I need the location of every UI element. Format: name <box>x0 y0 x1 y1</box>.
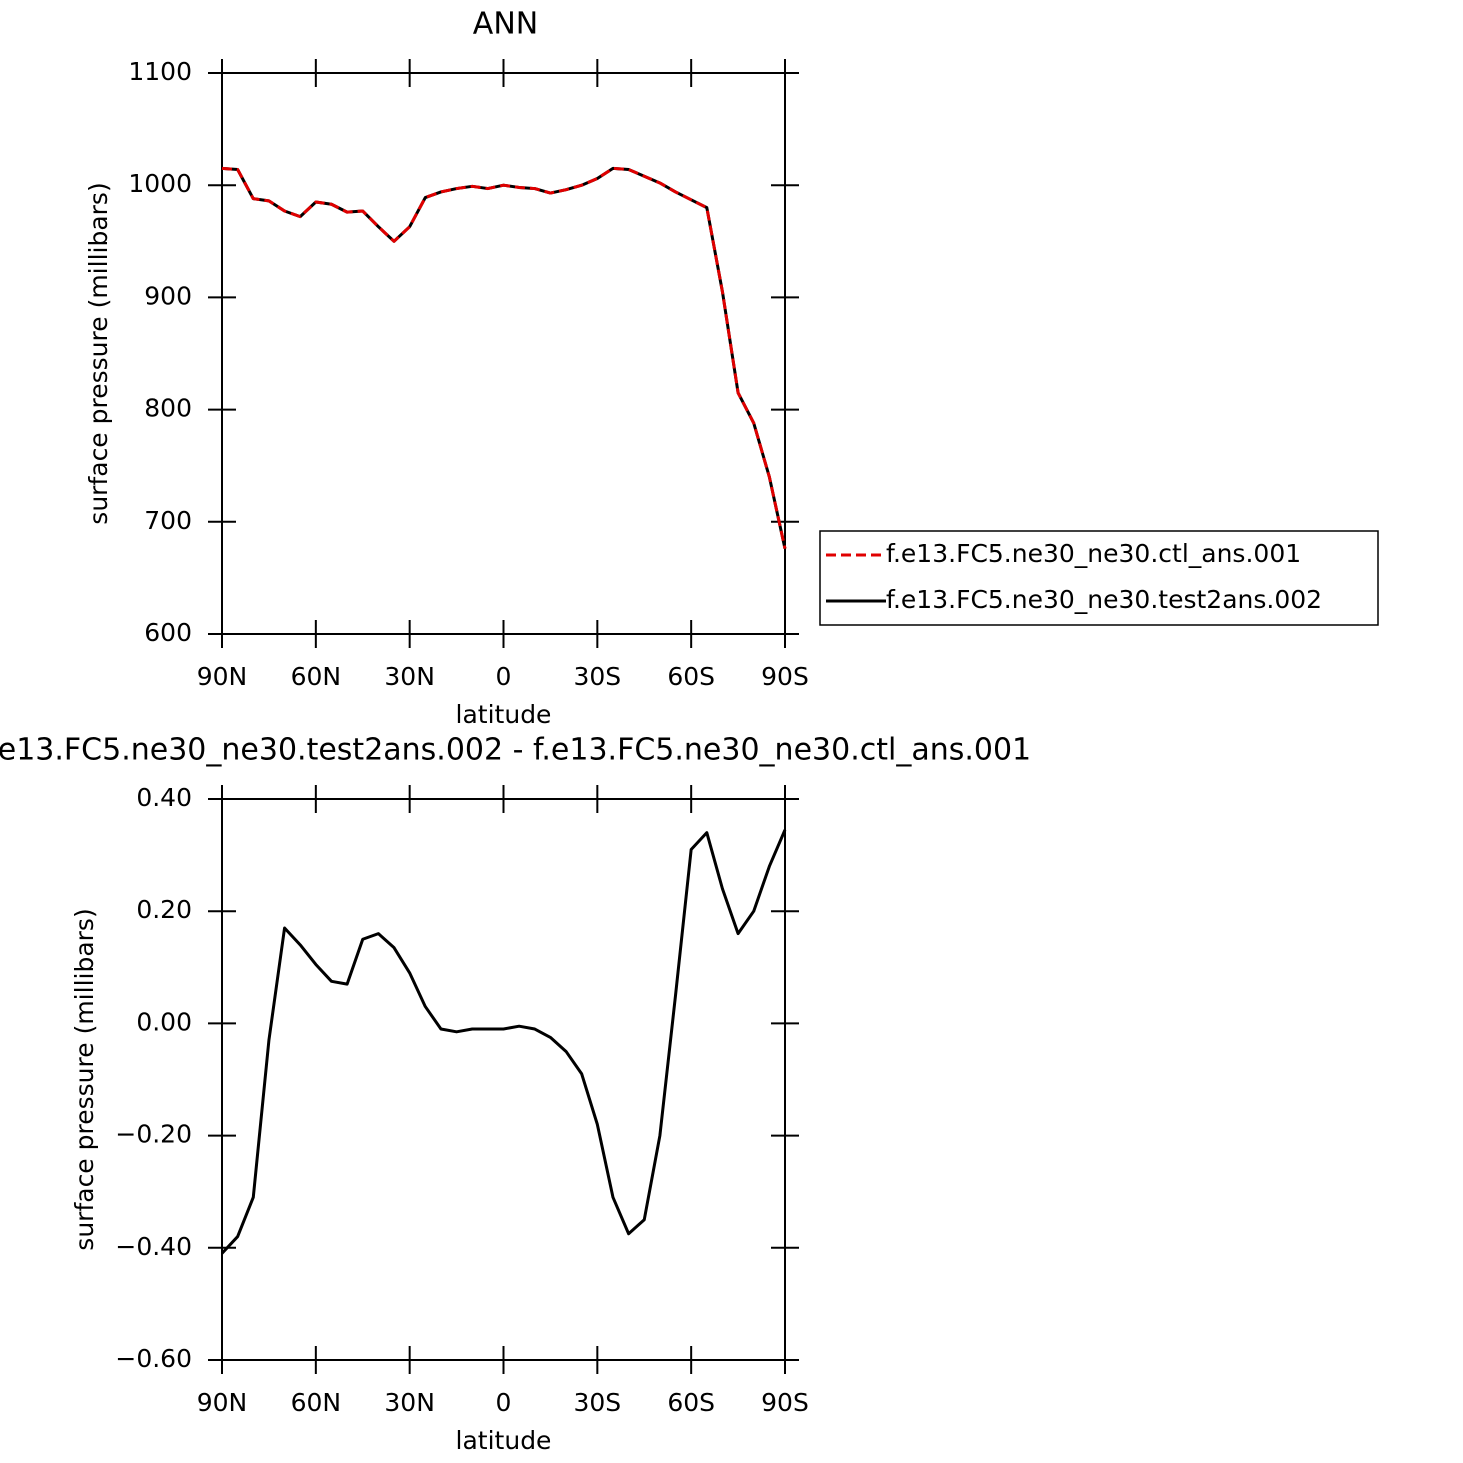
x-tick-label: 90S <box>761 662 809 691</box>
x-tick-label: 60S <box>667 662 715 691</box>
x-tick-label: 90S <box>761 1388 809 1417</box>
x-tick-label: 30N <box>384 1388 435 1417</box>
y-tick-label: −0.40 <box>115 1232 192 1261</box>
x-tick-label: 30S <box>573 1388 621 1417</box>
x-tick-label: 60N <box>291 662 342 691</box>
y-tick-label: −0.60 <box>115 1344 192 1373</box>
x-tick-label: 0 <box>496 1388 512 1417</box>
x-tick-label: 30N <box>384 662 435 691</box>
plot-frame <box>221 72 786 635</box>
chart-title: f.e13.FC5.ne30_ne30.test2ans.002 - f.e13… <box>0 733 1031 768</box>
y-tick-label: 0.20 <box>136 895 192 924</box>
legend-label: f.e13.FC5.ne30_ne30.ctl_ans.001 <box>886 539 1301 568</box>
y-tick-label: 800 <box>144 394 192 423</box>
chart-title: ANN <box>473 7 538 42</box>
y-tick-label: 0.00 <box>136 1007 192 1036</box>
y-tick-label: 1000 <box>128 169 192 198</box>
y-tick-label: 0.40 <box>136 783 192 812</box>
legend-label: f.e13.FC5.ne30_ne30.test2ans.002 <box>886 585 1322 614</box>
x-tick-label: 90N <box>197 1388 248 1417</box>
y-tick-label: 900 <box>144 281 192 310</box>
x-tick-label: 60N <box>291 1388 342 1417</box>
y-axis-label: surface pressure (millibars) <box>70 908 99 1250</box>
y-tick-label: −0.20 <box>115 1120 192 1149</box>
x-tick-label: 60S <box>667 1388 715 1417</box>
y-tick-label: 600 <box>144 618 192 647</box>
x-tick-label: 0 <box>496 662 512 691</box>
y-tick-label: 700 <box>144 506 192 535</box>
x-axis-label: latitude <box>456 1426 552 1455</box>
data-line <box>221 166 787 550</box>
y-axis-label: surface pressure (millibars) <box>84 182 113 524</box>
plot-frame <box>221 798 786 1361</box>
x-tick-label: 30S <box>573 662 621 691</box>
data-line <box>220 829 787 1255</box>
legend-box <box>819 530 1379 626</box>
x-axis-label: latitude <box>456 700 552 729</box>
y-tick-label: 1100 <box>128 57 192 86</box>
x-tick-label: 90N <box>197 662 248 691</box>
data-line <box>221 166 787 550</box>
